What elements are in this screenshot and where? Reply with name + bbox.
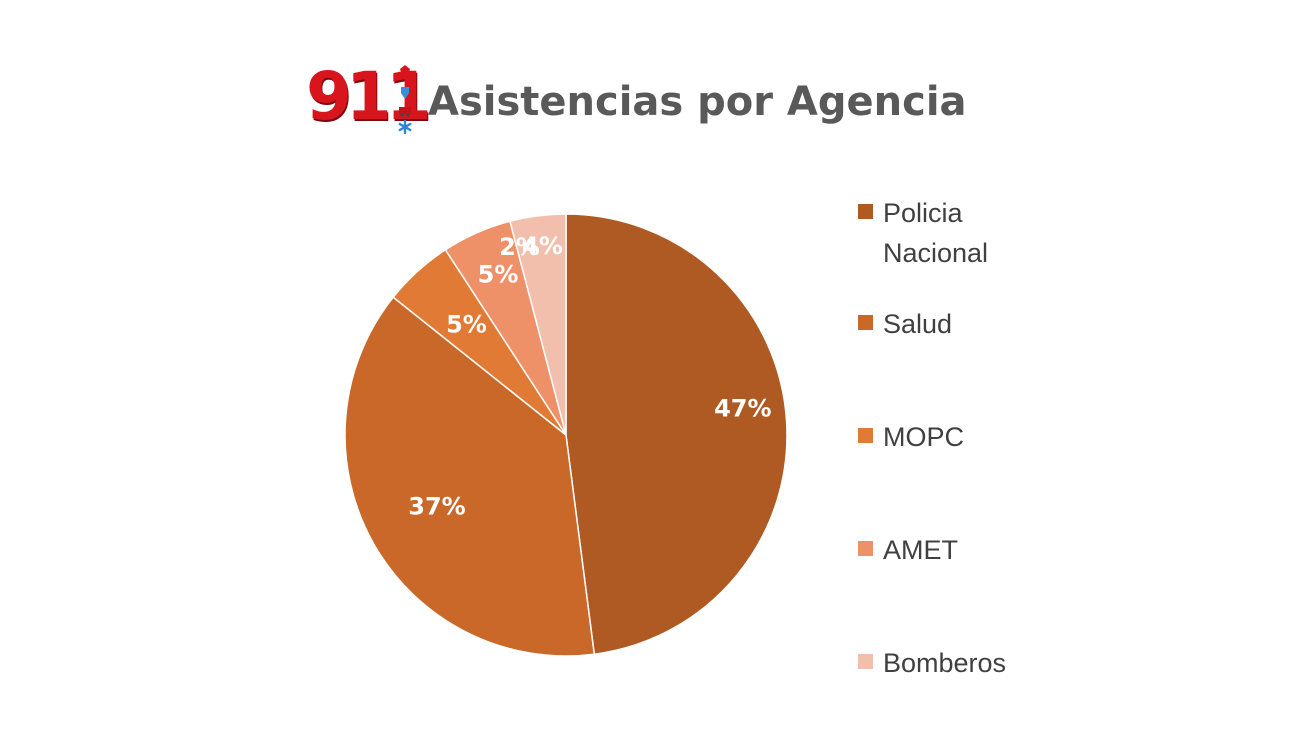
legend-swatch xyxy=(858,204,873,219)
legend-item-mopc: MOPC xyxy=(858,417,1043,457)
police-badge-icon xyxy=(400,65,410,75)
pie-slice-bomberos xyxy=(509,213,567,436)
agency-icons xyxy=(398,65,412,135)
legend-label: Bomberos xyxy=(883,648,1007,678)
data-label-mopc: 5% xyxy=(446,310,487,338)
star-of-life-icon xyxy=(398,119,412,135)
data-label-amet: 5% xyxy=(478,260,519,288)
legend-swatch xyxy=(858,541,873,556)
ambulance-icon xyxy=(399,107,411,117)
legend-item-policia-nacional: Policia Nacional xyxy=(858,193,1043,273)
title-row: 911 Asistencias por Agencia xyxy=(306,58,967,138)
legend-item-amet: AMET xyxy=(858,530,1043,570)
logo-911: 911 xyxy=(306,58,432,135)
chart-title: Asistencias por Agencia xyxy=(428,79,967,125)
legend-label: MOPC xyxy=(883,422,964,452)
data-label-extra: 2% xyxy=(499,233,540,261)
legend-label: Policia Nacional xyxy=(883,198,989,268)
legend-swatch xyxy=(858,428,873,443)
legend-swatch xyxy=(858,654,873,669)
legend-label: Salud xyxy=(883,309,953,339)
legend-swatch xyxy=(858,315,873,330)
logo-digits: 911 xyxy=(306,58,432,135)
health-shield-icon xyxy=(401,87,409,99)
data-label-policia-nacional: 47% xyxy=(714,394,771,422)
legend-item-bomberos: Bomberos xyxy=(858,643,1043,683)
data-label-salud: 37% xyxy=(408,493,465,521)
pie-data-labels: 47%37%5%5%4%2% xyxy=(408,232,771,521)
data-label-bomberos: 4% xyxy=(522,232,563,260)
pie-slices xyxy=(344,213,788,657)
legend-item-salud: Salud xyxy=(858,304,1043,344)
pie-slice-policia-nacional xyxy=(565,213,788,656)
pie-slice-salud xyxy=(344,296,596,657)
legend-label: AMET xyxy=(883,535,959,565)
